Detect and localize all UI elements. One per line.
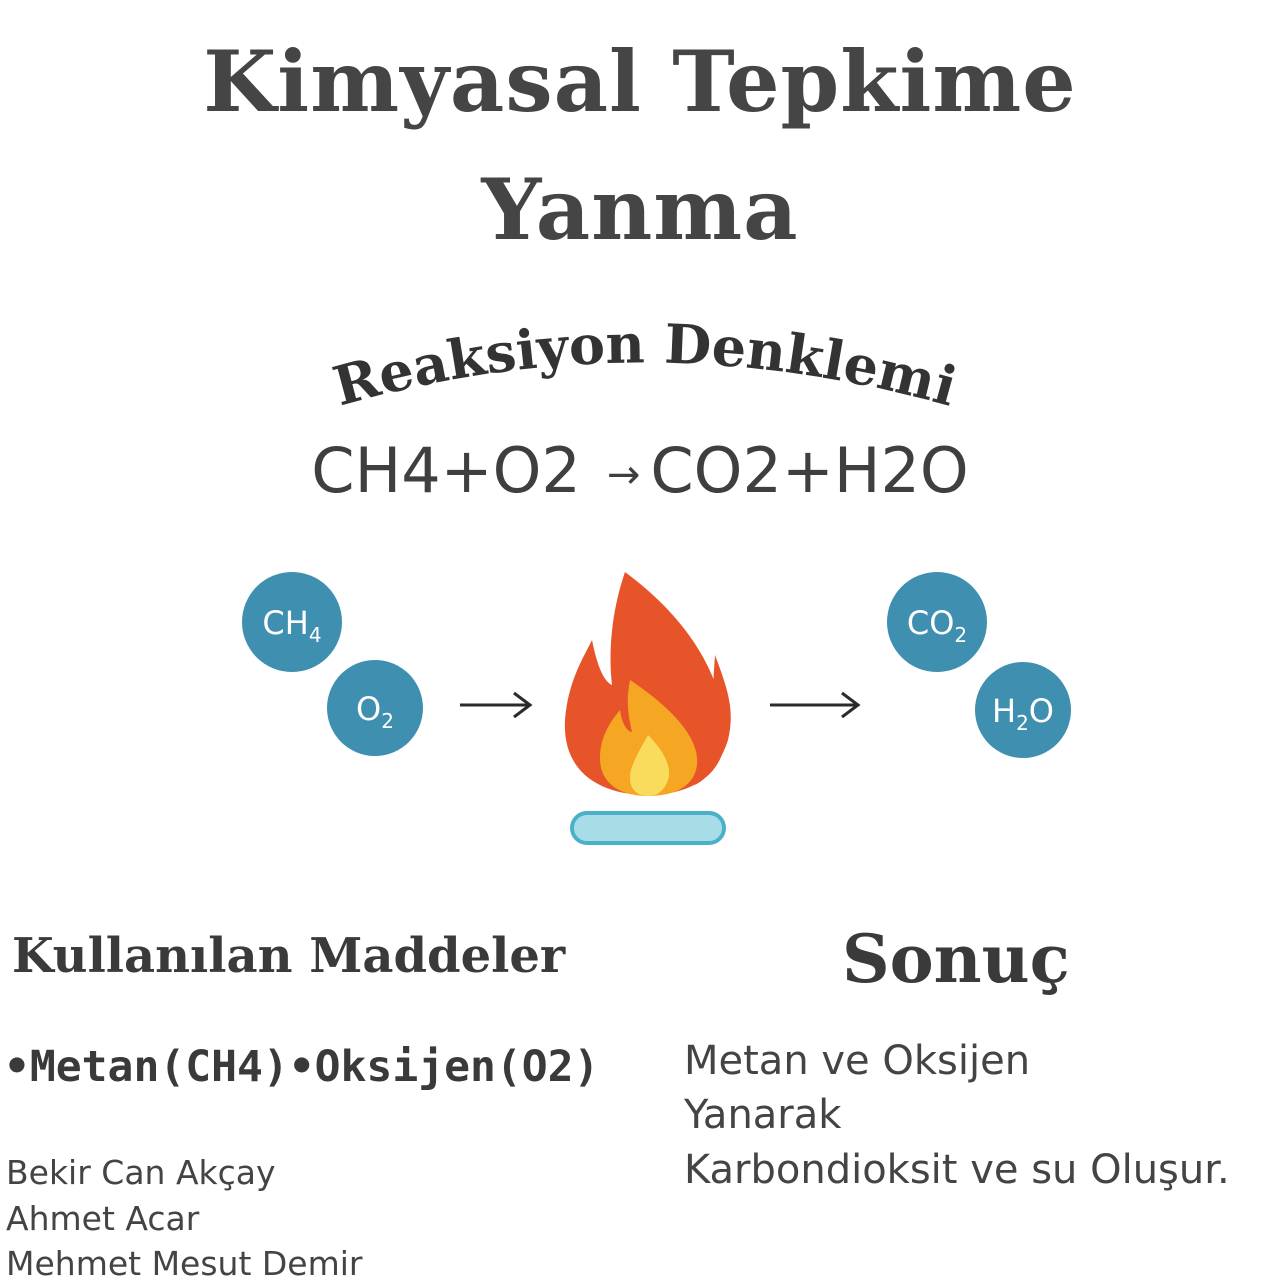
molecule-o2: O2 — [327, 660, 423, 756]
reaction-equation: CH4+O2 → CO2+H2O — [0, 440, 1280, 502]
materials-list: •Metan(CH4)•Oksijen(O2) — [4, 1042, 600, 1092]
arrow-right-icon — [460, 691, 533, 719]
authors-list: Bekir Can Akçay Ahmet Acar Mehmet Mesut … — [6, 1150, 362, 1280]
combustion-diagram: CH4 O2 CO2 H2O — [242, 572, 1071, 845]
svg-text:H2O: H2O — [992, 692, 1054, 735]
materials-heading: Kullanılan Maddeler — [12, 928, 566, 984]
equation-reactants: CH4+O2 — [311, 434, 581, 507]
molecule-ch4: CH4 — [242, 572, 342, 672]
svg-text:Reaksiyon Denklemi: Reaksiyon Denklemi — [327, 311, 964, 418]
author-name: Mehmet Mesut Demir — [6, 1244, 363, 1280]
svg-text:CH4: CH4 — [262, 604, 321, 647]
molecule-h2o: H2O — [975, 662, 1071, 758]
result-line: Metan ve Oksijen — [684, 1038, 1031, 1084]
author-name: Bekir Can Akçay — [6, 1153, 276, 1192]
author-name: Ahmet Acar — [6, 1198, 200, 1238]
arrow-right-icon — [770, 691, 861, 719]
equation-arrow: → — [606, 451, 641, 498]
equation-products: CO2+H2O — [650, 434, 969, 507]
flame-icon — [564, 572, 731, 796]
svg-text:CO2: CO2 — [907, 604, 967, 647]
burner-icon — [570, 811, 726, 845]
molecule-co2: CO2 — [887, 572, 987, 672]
result-line: Karbondioksit ve su Oluşur. — [684, 1146, 1230, 1193]
equation-heading-text: Reaksiyon Denklemi — [327, 311, 964, 418]
page-title-line-1: Kimyasal Tepkime — [203, 32, 1077, 131]
svg-text:O2: O2 — [356, 690, 394, 733]
result-line: Yanarak — [684, 1092, 842, 1139]
result-text: Metan ve Oksijen Yanarak Karbondioksit v… — [684, 1034, 1230, 1197]
result-heading: Sonuç — [842, 920, 1070, 998]
equation-heading: Reaksiyon Denklemi — [327, 311, 964, 418]
page-title-line-2: Yanma — [481, 160, 799, 259]
